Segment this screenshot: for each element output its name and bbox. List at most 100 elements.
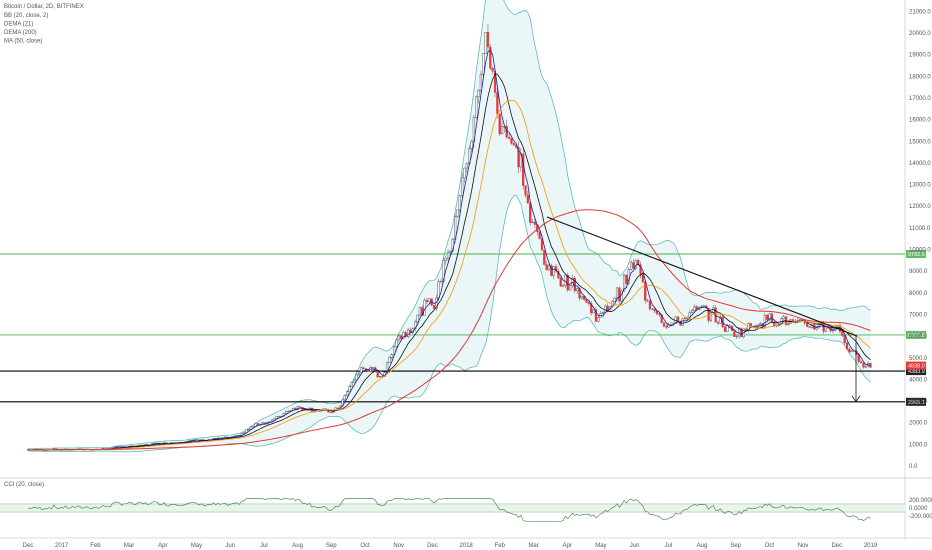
x-tick-label: Dec <box>831 543 842 549</box>
candle-body <box>233 435 236 437</box>
candle-body <box>522 153 525 186</box>
candle-body <box>740 328 743 338</box>
indicator-legend: BB (20, close, 2) DEMA (21) DEMA (200) MA (… <box>4 13 48 45</box>
candle-body <box>615 287 619 299</box>
level-tag <box>906 330 926 339</box>
bollinger-lower-line <box>27 194 871 453</box>
candle-body <box>646 300 649 302</box>
x-tick-label: 2019 <box>864 543 878 549</box>
candle-body <box>456 209 459 217</box>
candle-body <box>592 309 595 314</box>
x-tick-label: Feb <box>495 543 506 549</box>
chart-title: Bitcoin / Dollar, 2D, BITFINEX <box>4 4 84 10</box>
candle-body <box>791 319 795 322</box>
candle-body <box>587 302 590 304</box>
candle-body <box>733 330 736 337</box>
candle-body <box>576 288 579 292</box>
cci-level-label: 200.0000 <box>909 498 932 504</box>
candle-body <box>242 432 246 434</box>
indicator-label[interactable]: DEMA (200) <box>4 30 37 36</box>
candle-body <box>543 250 546 265</box>
candle-body <box>709 312 713 321</box>
candle-body <box>531 221 534 223</box>
candle-body <box>554 266 558 272</box>
y-tick-label: 6000.0 <box>909 334 928 340</box>
bollinger-upper-line <box>27 0 871 450</box>
x-tick-label: 2017 <box>55 543 69 549</box>
candle-body <box>808 326 811 328</box>
candle-body <box>763 315 766 327</box>
candle-body <box>540 238 544 251</box>
candle-body <box>378 376 382 378</box>
candle-body <box>644 281 647 301</box>
candle-body <box>768 313 771 321</box>
candle-body <box>390 354 393 358</box>
candle-body <box>684 317 687 320</box>
candle-body <box>512 143 515 146</box>
candle-body <box>860 361 863 364</box>
y-tick-label: 12000.0 <box>909 204 931 210</box>
candle-body <box>439 280 443 282</box>
trendline[interactable] <box>546 216 858 337</box>
y-tick-label: 3000.0 <box>909 399 928 405</box>
candle-body <box>693 306 696 311</box>
candle-body <box>355 374 358 381</box>
candle-body <box>667 324 670 328</box>
candle-body <box>766 315 769 321</box>
candle-body <box>641 274 644 283</box>
level-label: 6055.8 <box>908 333 925 339</box>
projection-arrow-head <box>851 395 861 403</box>
candle-body <box>463 167 466 179</box>
candle-body <box>787 323 790 325</box>
candle-body <box>622 274 626 292</box>
candle-body <box>400 335 403 339</box>
candle-body <box>524 185 527 196</box>
x-tick-label: Dec <box>427 543 438 549</box>
candle-body <box>287 411 290 413</box>
y-tick-label: 11000.0 <box>909 226 931 232</box>
level-tag <box>906 367 926 376</box>
candle-body <box>564 274 567 286</box>
candle-body <box>726 325 729 332</box>
indicator-label[interactable]: BB (20, close, 2) <box>4 13 48 19</box>
candle-body <box>845 342 849 350</box>
candle-body <box>484 32 487 54</box>
candle-body <box>759 323 762 326</box>
indicator-label[interactable]: DEMA (21) <box>4 22 33 28</box>
candle-body <box>367 369 370 372</box>
candle-body <box>817 323 820 328</box>
y-tick-label: 13000.0 <box>909 183 931 189</box>
candle-body <box>446 252 450 259</box>
indicator-label[interactable]: MA (50, close) <box>4 39 42 45</box>
candle-body <box>550 265 553 276</box>
candle-body <box>299 406 302 408</box>
candle-body <box>479 73 483 91</box>
y-tick-label: 19000.0 <box>909 53 931 59</box>
candle-body <box>371 367 375 369</box>
candle-body <box>580 296 583 299</box>
candle-body <box>773 321 776 326</box>
candle-body <box>388 357 391 364</box>
dema-200-line <box>27 209 871 451</box>
y-tick-label: 5000.0 <box>909 356 928 362</box>
candle-body <box>507 137 511 139</box>
x-tick-label: Nov <box>798 543 809 549</box>
candle-body <box>822 323 825 332</box>
x-tick-label: Sep <box>326 543 337 549</box>
candle-body <box>660 314 663 323</box>
candle-body <box>505 126 508 138</box>
candle-body <box>397 335 400 341</box>
candle-body <box>428 298 431 303</box>
candle-body <box>662 322 666 327</box>
candle-body <box>620 290 623 302</box>
x-tick-label: 2018 <box>459 543 473 549</box>
candle-body <box>529 202 532 223</box>
candle-body <box>353 379 356 383</box>
x-tick-label: Aug <box>292 543 303 549</box>
candle-body <box>278 416 281 418</box>
candle-body <box>806 322 809 327</box>
horizontal-levels: 9792.5 6055.8 4383.9 2965.1 4638.0 <box>0 249 926 406</box>
candle-body <box>566 274 569 291</box>
level-tag <box>906 249 926 258</box>
